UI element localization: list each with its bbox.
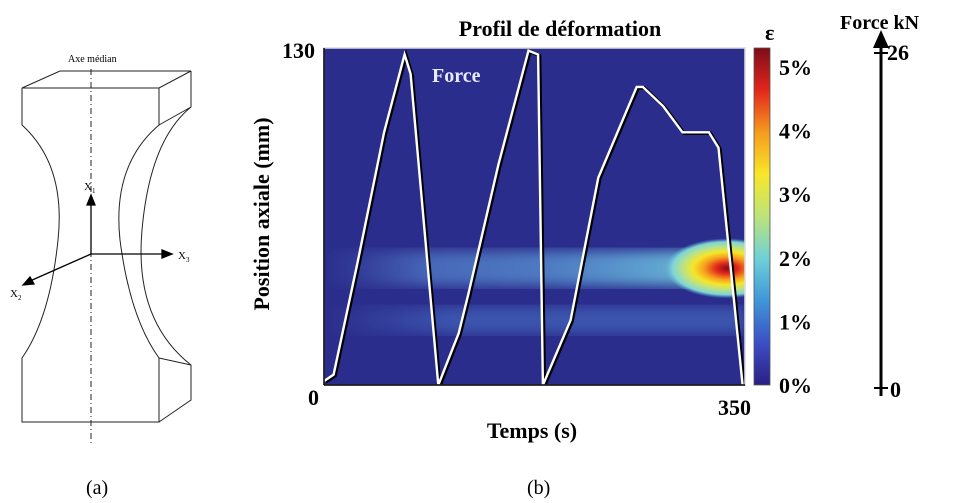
force-curve	[324, 48, 744, 385]
force-curve-label: Force	[432, 65, 481, 87]
colorbar-tick-label: 1%	[779, 309, 812, 334]
colorbar-tick-label: 4%	[779, 119, 812, 144]
colorbar-ticks: 0% 1% 2% 3% 4% 5%	[779, 55, 812, 398]
colorbar-tick-label: 2%	[779, 246, 812, 271]
chart-title: Profil de déformation	[459, 16, 661, 41]
colorbar-symbol: ε	[765, 20, 774, 45]
panel-a-label: (a)	[86, 477, 108, 499]
panel-b-label: (b)	[527, 477, 550, 499]
y-axis-title: Position axiale (mm)	[249, 117, 274, 310]
x3-arrow-icon	[161, 249, 174, 259]
force-axis-arrow-icon	[873, 30, 889, 48]
y-tick-min: 0	[308, 385, 319, 410]
colorbar-tick-label: 3%	[779, 182, 812, 207]
force-axis-title: Force kN	[840, 12, 920, 34]
force-axis-min-label: 0	[890, 377, 901, 402]
x3-label: X3	[178, 250, 190, 264]
x2-label: X2	[10, 288, 22, 302]
specimen-top-face	[21, 70, 192, 89]
x-axis-title: Temps (s)	[487, 418, 577, 443]
specimen-side-face	[140, 71, 192, 423]
specimen-drawing	[21, 69, 192, 445]
heatmap	[324, 48, 745, 385]
y-tick-max: 130	[282, 38, 315, 63]
force-axis-max-label: 26	[887, 40, 909, 65]
x-tick-max: 350	[718, 395, 751, 420]
median-axis-caption: Axe médian	[68, 54, 117, 65]
colorbar	[753, 47, 771, 386]
x1-arrow-icon	[86, 193, 96, 206]
coordinate-axes	[21, 193, 174, 286]
strain-hotspot	[665, 238, 745, 299]
x2-arrow-icon	[21, 275, 36, 286]
colorbar-tick-label: 5%	[779, 55, 812, 80]
x1-label: X1	[84, 181, 96, 195]
heatmap-background	[324, 48, 745, 385]
secondary-strain-band	[324, 307, 745, 334]
colorbar-tick-label: 0%	[779, 373, 812, 398]
